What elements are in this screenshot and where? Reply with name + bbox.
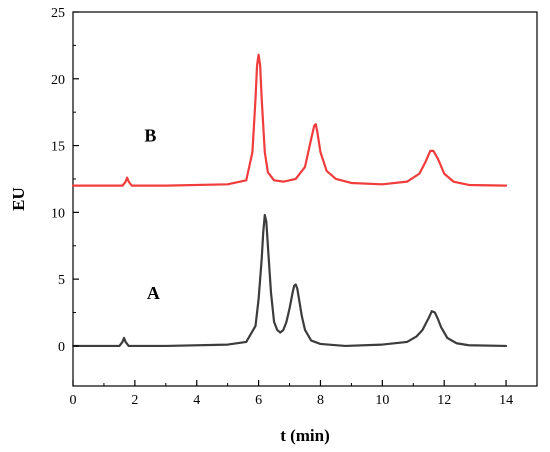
plot-frame <box>72 11 538 387</box>
series-label-b: B <box>144 126 156 146</box>
y-tick-label: 15 <box>51 140 65 155</box>
x-tick-label: 6 <box>255 393 262 408</box>
x-axis-title: t (min) <box>280 426 330 445</box>
x-tick-label: 2 <box>131 393 138 408</box>
x-tick-label: 12 <box>437 393 451 408</box>
y-tick-label: 20 <box>51 73 65 88</box>
y-tick-label: 5 <box>58 273 65 288</box>
y-axis-title: EU <box>9 187 28 211</box>
y-tick-label: 0 <box>58 340 65 355</box>
series-line-a <box>71 213 508 348</box>
plot-border <box>72 11 538 387</box>
x-tick-label: 10 <box>375 393 389 408</box>
y-tick-label: 10 <box>51 206 65 221</box>
x-tick-label: 14 <box>499 393 513 408</box>
x-tick-label: 8 <box>317 393 324 408</box>
x-tick-label: 0 <box>70 393 77 408</box>
series-label-a: A <box>147 283 160 303</box>
y-tick-label: 25 <box>51 6 65 21</box>
x-tick-label: 4 <box>193 393 200 408</box>
series-line-b <box>71 53 508 187</box>
series-layer: AB <box>71 53 508 348</box>
axes-layer: 0 2 4 6 8 10 12 14 0 5 10 15 20 25 <box>51 6 513 408</box>
